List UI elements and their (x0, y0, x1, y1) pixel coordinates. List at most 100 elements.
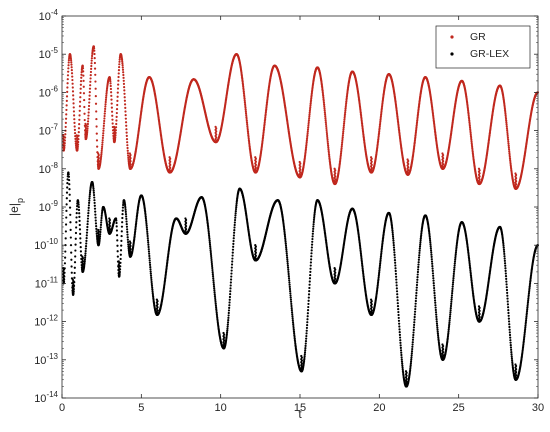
data-point (100, 151, 103, 154)
data-point (467, 111, 470, 114)
data-point (412, 336, 415, 339)
data-point (344, 105, 347, 108)
data-point (212, 285, 216, 288)
data-point (89, 77, 92, 80)
data-point (79, 83, 82, 86)
data-point (214, 298, 217, 302)
data-point (150, 278, 153, 282)
data-point (454, 258, 457, 261)
data-point (65, 191, 69, 194)
data-point (435, 313, 438, 316)
data-point (120, 58, 124, 61)
data-point (505, 121, 508, 124)
data-point (345, 102, 348, 105)
data-point (118, 65, 121, 69)
data-point (328, 156, 331, 160)
data-point (93, 61, 96, 65)
data-point (209, 245, 212, 248)
data-point (72, 102, 75, 105)
data-point (411, 347, 414, 351)
data-point (75, 216, 78, 219)
data-point (470, 142, 473, 145)
data-point (304, 147, 307, 151)
data-point (126, 141, 129, 144)
data-point (342, 122, 346, 125)
data-point (467, 112, 470, 115)
data-point (339, 154, 342, 157)
data-point (109, 82, 112, 85)
dip-point (515, 186, 518, 189)
data-point (231, 260, 234, 263)
data-point (289, 296, 292, 299)
data-point (324, 120, 327, 124)
data-point (92, 187, 95, 190)
data-point (312, 220, 315, 224)
data-point (471, 152, 474, 155)
data-point (261, 136, 265, 139)
data-point (418, 249, 421, 252)
data-point (291, 321, 295, 324)
data-point (93, 207, 97, 210)
data-point (307, 293, 311, 296)
data-point (116, 250, 119, 253)
data-point (93, 52, 96, 56)
data-point (63, 262, 67, 265)
data-point (308, 277, 312, 280)
data-point (324, 122, 328, 126)
data-point (68, 199, 71, 203)
data-point (290, 306, 293, 310)
data-point (79, 241, 82, 244)
data-point (414, 302, 417, 305)
data-point (508, 152, 511, 155)
data-point (419, 243, 422, 246)
data-point (213, 287, 216, 290)
dip-point (76, 147, 79, 151)
data-point (288, 283, 291, 286)
data-point (80, 76, 83, 79)
data-point (226, 329, 229, 332)
data-point (416, 276, 419, 279)
data-point (245, 119, 248, 122)
data-point (307, 299, 310, 302)
data-point (121, 68, 125, 71)
data-point (147, 241, 150, 244)
data-point (71, 86, 74, 89)
data-point (509, 159, 512, 162)
data-point (308, 111, 311, 114)
data-point (210, 254, 213, 258)
data-point (235, 205, 238, 209)
data-point (326, 136, 329, 140)
data-point (82, 85, 85, 88)
data-point (470, 140, 473, 143)
data-point (414, 307, 417, 311)
data-point (64, 250, 67, 253)
data-point (233, 229, 236, 232)
data-point (503, 250, 506, 253)
data-point (308, 109, 311, 112)
data-point (245, 117, 248, 121)
data-point (64, 230, 67, 233)
data-point (77, 201, 80, 204)
data-point (414, 131, 417, 134)
data-point (211, 273, 214, 276)
data-point (93, 204, 96, 207)
data-point (125, 215, 128, 218)
data-point (393, 256, 396, 259)
data-point (125, 138, 129, 141)
data-point (400, 351, 403, 354)
data-point (415, 127, 418, 131)
data-point (345, 97, 348, 100)
data-point (88, 195, 91, 198)
dip-point (334, 181, 337, 184)
data-point (307, 305, 310, 309)
data-point (309, 261, 313, 264)
data-point (327, 146, 330, 149)
data-point (101, 143, 104, 146)
data-point (412, 333, 415, 337)
data-point (71, 78, 74, 82)
data-point (99, 223, 103, 226)
data-point (394, 267, 397, 270)
data-point (290, 300, 293, 303)
data-point (126, 146, 129, 150)
data-point (123, 89, 126, 92)
